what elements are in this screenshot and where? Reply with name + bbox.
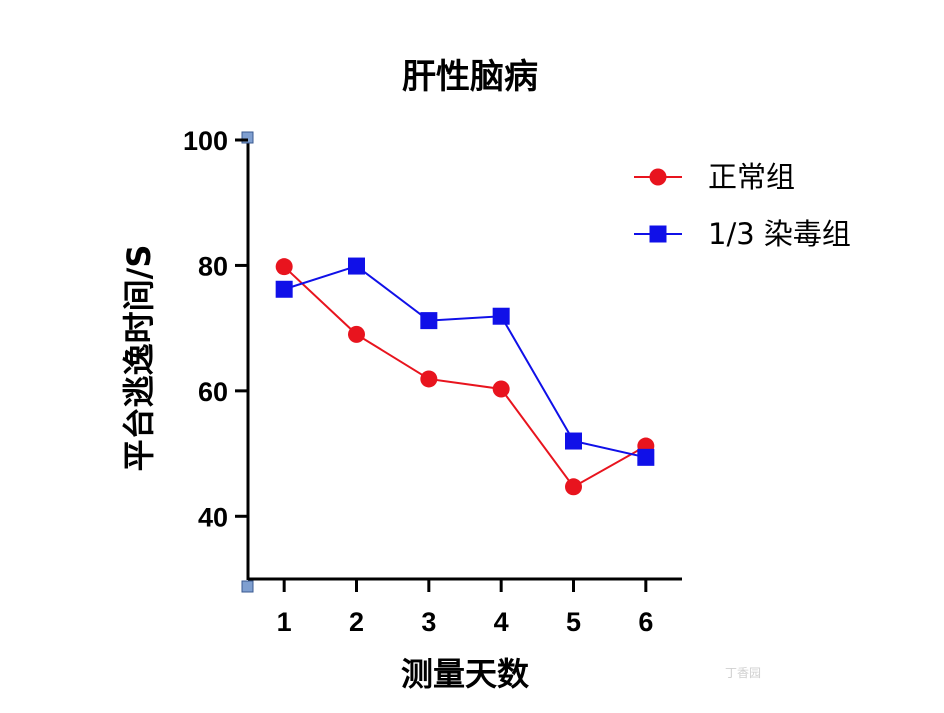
y-axis-bottom-handle xyxy=(241,580,254,593)
y-tick-label: 60 xyxy=(198,377,228,407)
y-tick-label: 40 xyxy=(198,502,228,532)
x-axis-title: 测量天数 xyxy=(401,655,530,693)
data-point-series-2 xyxy=(637,448,655,466)
chart-title: 肝性脑病 xyxy=(402,57,538,97)
series-line-2 xyxy=(283,264,647,459)
legend-marker-2 xyxy=(649,225,667,243)
data-point-series-1 xyxy=(275,258,293,276)
data-point-series-2 xyxy=(275,280,293,298)
data-point-series-2 xyxy=(420,312,438,330)
legend-label-1: 正常组 xyxy=(708,160,795,194)
y-tick-label: 80 xyxy=(198,251,228,281)
x-tick-label: 2 xyxy=(349,607,364,637)
data-point-series-1 xyxy=(348,325,365,343)
x-tick-label: 6 xyxy=(638,607,653,637)
data-point-series-2 xyxy=(492,307,510,325)
x-tick-label: 1 xyxy=(277,607,292,637)
x-tick-label: 3 xyxy=(421,607,436,637)
x-tick-label: 4 xyxy=(494,607,509,637)
y-tick-label: 100 xyxy=(183,126,228,156)
watermark-text: 丁香园 xyxy=(725,666,761,680)
data-point-series-2 xyxy=(565,432,582,450)
y-ticks: 40 60 80 100 xyxy=(183,126,248,532)
data-point-series-1 xyxy=(565,478,582,496)
y-axis-top-handle xyxy=(241,131,254,144)
data-point-series-1 xyxy=(492,380,510,398)
data-point-series-1 xyxy=(420,370,438,388)
series-line-1 xyxy=(283,265,647,489)
y-axis-title: 平台逃逸时间/S xyxy=(120,245,158,472)
axes xyxy=(241,131,682,593)
data-point-series-2 xyxy=(348,257,365,275)
x-tick-label: 5 xyxy=(566,607,581,637)
plot-area xyxy=(275,257,655,496)
legend-label-2: 1/3 染毒组 xyxy=(708,217,851,251)
legend: 正常组 1/3 染毒组 xyxy=(634,160,851,251)
legend-marker-1 xyxy=(649,168,667,186)
x-ticks: 1 2 3 4 5 6 xyxy=(277,579,653,637)
watermark: 丁香园 xyxy=(725,666,761,680)
